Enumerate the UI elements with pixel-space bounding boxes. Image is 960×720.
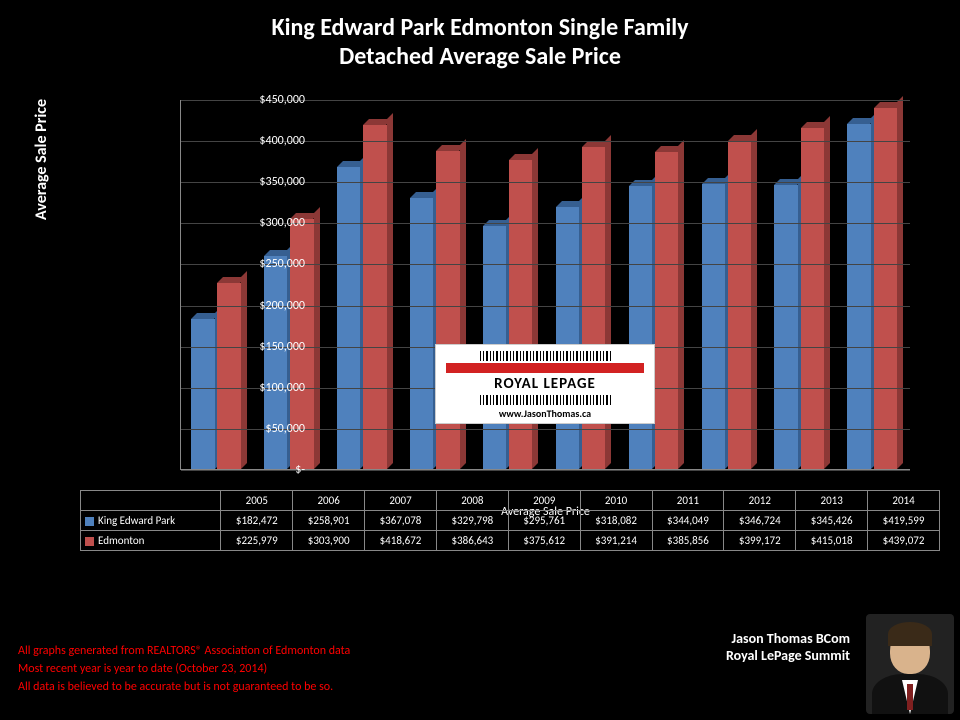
table-cell: $182,472 (221, 511, 293, 531)
table-cell: $295,761 (508, 511, 580, 531)
bar (801, 128, 824, 469)
bar (337, 167, 360, 469)
table-cell: $303,900 (293, 531, 365, 551)
author-company: Royal LePage Summit (726, 647, 850, 664)
table-cell: $329,798 (436, 511, 508, 531)
y-tick-label: $250,000 (195, 257, 305, 271)
table-cell: $391,214 (580, 531, 652, 551)
table-series-label: Edmonton (81, 531, 221, 551)
logo-brand-text: ROYAL LEPAGE (440, 375, 650, 393)
logo-url: www.JasonThomas.ca (440, 407, 650, 420)
bar (363, 125, 386, 469)
bar-group (327, 100, 400, 469)
logo-watermark: ROYAL LEPAGE www.JasonThomas.ca (435, 344, 655, 424)
table-cell: $318,082 (580, 511, 652, 531)
bar-group (691, 100, 764, 469)
y-tick-label: $450,000 (195, 93, 305, 107)
y-tick-label: $200,000 (195, 299, 305, 313)
table-cell: $399,172 (724, 531, 796, 551)
bar (847, 124, 870, 469)
bar (629, 186, 652, 469)
bar (874, 108, 897, 469)
table-year-header: 2010 (580, 491, 652, 511)
barcode-icon (440, 395, 650, 405)
logo-red-bar (446, 363, 644, 373)
footer-line: All graphs generated from REALTORS® Asso… (18, 642, 350, 660)
table-year-header: 2007 (365, 491, 437, 511)
title-line-1: King Edward Park Edmonton Single Family (0, 14, 960, 43)
table-year-header: 2012 (724, 491, 796, 511)
table-cell: $418,672 (365, 531, 437, 551)
y-axis-label: Average Sale Price (32, 99, 51, 220)
bar (264, 256, 287, 469)
y-tick-label: $400,000 (195, 134, 305, 148)
table-corner-cell (81, 491, 221, 511)
legend-swatch (85, 537, 94, 546)
bar-group (837, 100, 910, 469)
table-year-header: 2013 (796, 491, 868, 511)
table-cell: $439,072 (868, 531, 940, 551)
footer-disclaimer: All graphs generated from REALTORS® Asso… (18, 642, 350, 696)
chart-title: King Edward Park Edmonton Single Family … (0, 0, 960, 72)
y-tick-label: $350,000 (195, 175, 305, 189)
y-tick-label: $- (195, 463, 305, 477)
table-year-header: 2008 (436, 491, 508, 511)
barcode-icon (440, 351, 650, 361)
table-row: King Edward Park$182,472$258,901$367,078… (81, 511, 940, 531)
table-cell: $344,049 (652, 511, 724, 531)
y-tick-label: $150,000 (195, 340, 305, 354)
table-cell: $386,643 (436, 531, 508, 551)
table-row: Edmonton$225,979$303,900$418,672$386,643… (81, 531, 940, 551)
table-cell: $258,901 (293, 511, 365, 531)
table-cell: $346,724 (724, 511, 796, 531)
y-tick-label: $100,000 (195, 381, 305, 395)
y-tick-label: $300,000 (195, 216, 305, 230)
bar (774, 185, 797, 469)
author-photo (866, 614, 954, 714)
y-tick-label: $50,000 (195, 422, 305, 436)
table-cell: $375,612 (508, 531, 580, 551)
bar-group (764, 100, 837, 469)
table-year-header: 2006 (293, 491, 365, 511)
chart-area: Average Sale Price $-$50,000$100,000$150… (60, 100, 920, 530)
bar (655, 152, 678, 469)
table-year-header: 2011 (652, 491, 724, 511)
bar-group (181, 100, 254, 469)
table-cell: $419,599 (868, 511, 940, 531)
footer-line: All data is believed to be accurate but … (18, 678, 350, 696)
author-name: Jason Thomas BCom (726, 630, 850, 647)
table-cell: $385,856 (652, 531, 724, 551)
table-year-header: 2014 (868, 491, 940, 511)
legend-swatch (85, 517, 94, 526)
table-header-row: 2005200620072008200920102011201220132014 (81, 491, 940, 511)
bar (702, 184, 725, 469)
table-cell: $367,078 (365, 511, 437, 531)
author-credit: Jason Thomas BCom Royal LePage Summit (726, 630, 850, 664)
table-series-label: King Edward Park (81, 511, 221, 531)
table-year-header: 2009 (508, 491, 580, 511)
table-cell: $415,018 (796, 531, 868, 551)
table-year-header: 2005 (221, 491, 293, 511)
table-cell: $225,979 (221, 531, 293, 551)
data-table: 2005200620072008200920102011201220132014… (80, 490, 940, 551)
table-cell: $345,426 (796, 511, 868, 531)
bar-group (254, 100, 327, 469)
title-line-2: Detached Average Sale Price (0, 43, 960, 72)
footer-line: Most recent year is year to date (Octobe… (18, 660, 350, 678)
